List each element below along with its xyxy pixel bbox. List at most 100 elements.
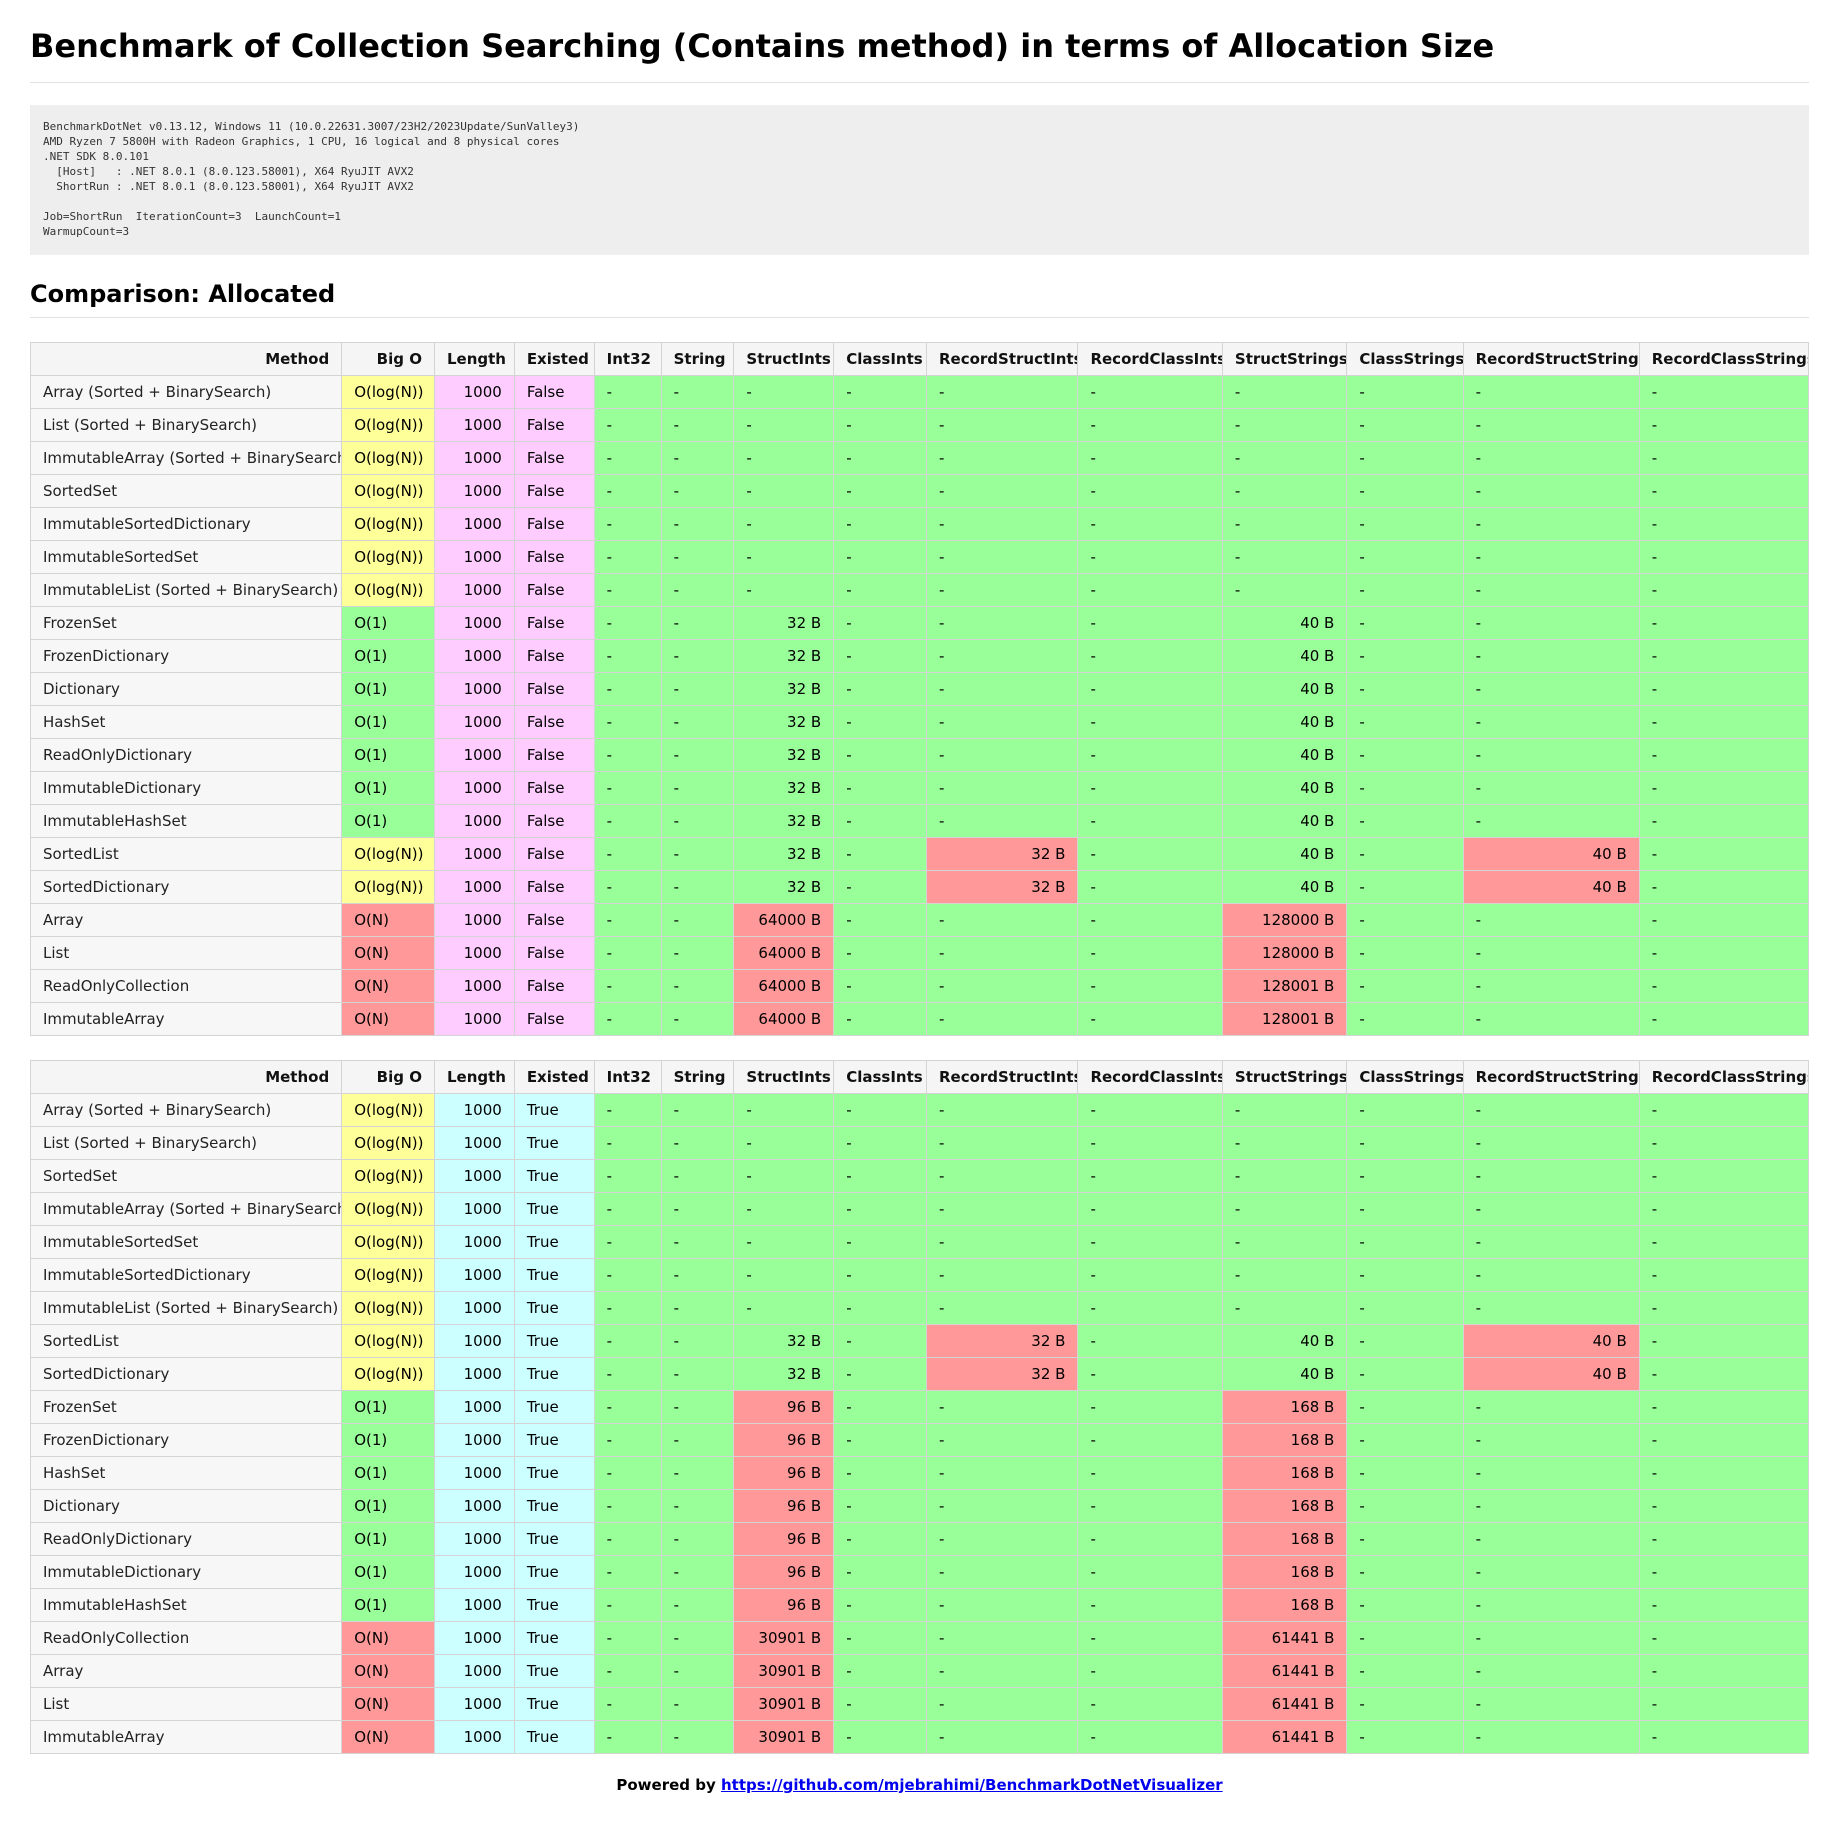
existed-cell: True	[513, 1522, 595, 1556]
table-row: ImmutableSortedSet O(log(N)) 1000 False - - - -…	[29, 540, 1810, 574]
value-cell-classints: -	[833, 639, 927, 673]
existed-cell: False	[513, 408, 595, 442]
value-cell-structstrings: 40 B	[1221, 672, 1348, 706]
value-cell-structstrings: 61441 B	[1221, 1621, 1348, 1655]
table-row: ImmutableDictionary O(1) 1000 True - -96 B---…	[29, 1555, 1810, 1589]
value-cell-recordstructstrings: -	[1462, 1291, 1640, 1325]
value-cell-recordstructints: -	[925, 804, 1079, 838]
value-cell-int32: -	[593, 1654, 662, 1688]
value-cell-recordclassstrings: -	[1638, 1192, 1810, 1226]
value-cell-int32: -	[593, 1423, 662, 1457]
method-cell: Array	[29, 903, 343, 937]
table-row: FrozenSet O(1) 1000 False - -32 B - - -40 B---	[29, 606, 1810, 640]
value-cell-classints: -	[833, 1192, 927, 1226]
method-cell: ImmutableArray	[29, 1720, 343, 1754]
table-row: FrozenDictionary O(1) 1000 False - -32 B - - -40…	[29, 639, 1810, 673]
value-cell-int32: -	[593, 1159, 662, 1193]
table-row: ReadOnlyCollection O(N) 1000 False - -64000 B…	[29, 969, 1810, 1003]
value-cell-structstrings: -	[1221, 441, 1348, 475]
value-cell-classstrings: -	[1346, 837, 1464, 871]
value-cell-recordclassints: -	[1077, 1588, 1223, 1622]
value-cell-classints: -	[833, 1522, 927, 1556]
value-cell-recordclassints: -	[1077, 606, 1223, 640]
value-cell-structints: -	[733, 1291, 835, 1325]
value-cell-structints: 32 B	[733, 738, 835, 772]
value-cell-classints: -	[833, 1654, 927, 1688]
length-cell: 1000	[433, 1002, 515, 1036]
value-cell-classints: -	[833, 837, 927, 871]
value-cell-recordstructstrings: -	[1462, 507, 1640, 541]
table-row: ImmutableArray (Sorted + BinarySearch) O(…	[29, 1192, 1810, 1226]
method-cell: List	[29, 936, 343, 970]
bigo-cell: O(N)	[341, 1002, 435, 1036]
existed-cell: False	[513, 507, 595, 541]
value-cell-recordstructstrings: -	[1462, 474, 1640, 508]
value-cell-string: -	[660, 441, 735, 475]
value-cell-classstrings: -	[1346, 1126, 1464, 1160]
value-cell-recordclassstrings: -	[1638, 903, 1810, 937]
value-cell-recordstructstrings: -	[1462, 1687, 1640, 1721]
bigo-cell: O(log(N))	[341, 1324, 435, 1358]
bigo-cell: O(log(N))	[341, 507, 435, 541]
value-cell-classstrings: -	[1346, 606, 1464, 640]
value-cell-recordstructints: -	[925, 1093, 1079, 1127]
value-cell-classints: -	[833, 1093, 927, 1127]
value-cell-int32: -	[593, 1002, 662, 1036]
existed-cell: False	[513, 936, 595, 970]
value-cell-recordstructints: -	[925, 1489, 1079, 1523]
value-cell-string: -	[660, 1258, 735, 1292]
method-cell: ImmutableArray (Sorted + BinarySearch)	[29, 441, 343, 475]
value-cell-recordstructstrings: -	[1462, 1489, 1640, 1523]
value-cell-string: -	[660, 639, 735, 673]
value-cell-structstrings: 168 B	[1221, 1456, 1348, 1490]
table-row: List O(N) 1000 True - -30901 B - - -61441 B---	[29, 1687, 1810, 1721]
column-header-length: Length	[433, 1060, 515, 1094]
footer-link[interactable]: https://github.com/mjebrahimi/BenchmarkD…	[720, 1776, 1223, 1794]
value-cell-recordstructstrings: -	[1462, 1002, 1640, 1036]
column-header-length: Length	[433, 342, 515, 376]
value-cell-recordstructints: -	[925, 903, 1079, 937]
value-cell-recordclassstrings: -	[1638, 1522, 1810, 1556]
length-cell: 1000	[433, 639, 515, 673]
value-cell-structstrings: 168 B	[1221, 1423, 1348, 1457]
value-cell-recordstructints: -	[925, 639, 1079, 673]
value-cell-string: -	[660, 1423, 735, 1457]
value-cell-recordstructstrings: -	[1462, 1225, 1640, 1259]
value-cell-int32: -	[593, 573, 662, 607]
value-cell-recordstructints: -	[925, 1522, 1079, 1556]
existed-cell: False	[513, 573, 595, 607]
value-cell-recordclassstrings: -	[1638, 375, 1810, 409]
existed-cell: False	[513, 672, 595, 706]
method-cell: ImmutableDictionary	[29, 1555, 343, 1589]
value-cell-structstrings: -	[1221, 408, 1348, 442]
value-cell-structstrings: 40 B	[1221, 837, 1348, 871]
existed-cell: True	[513, 1654, 595, 1688]
value-cell-classints: -	[833, 1291, 927, 1325]
method-cell: ImmutableSortedSet	[29, 1225, 343, 1259]
value-cell-int32: -	[593, 1093, 662, 1127]
value-cell-structstrings: 40 B	[1221, 771, 1348, 805]
benchmark-table-existed-true: Method Big O Length Existed Int32 String Struc…	[29, 1060, 1810, 1754]
value-cell-recordstructstrings: -	[1462, 1720, 1640, 1754]
value-cell-string: -	[660, 1192, 735, 1226]
value-cell-recordstructstrings: 40 B	[1462, 837, 1640, 871]
benchmark-table-existed-false: Method Big O Length Existed Int32 String Struc…	[29, 342, 1810, 1036]
value-cell-int32: -	[593, 1687, 662, 1721]
value-cell-structstrings: -	[1221, 1225, 1348, 1259]
existed-cell: True	[513, 1687, 595, 1721]
method-cell: HashSet	[29, 705, 343, 739]
value-cell-recordclassints: -	[1077, 1324, 1223, 1358]
value-cell-int32: -	[593, 1621, 662, 1655]
bigo-cell: O(1)	[341, 1489, 435, 1523]
value-cell-recordclassstrings: -	[1638, 1390, 1810, 1424]
value-cell-string: -	[660, 375, 735, 409]
column-header-classstrings: ClassStrings	[1346, 1060, 1464, 1094]
value-cell-classints: -	[833, 1423, 927, 1457]
value-cell-recordclassints: -	[1077, 1192, 1223, 1226]
value-cell-classstrings: -	[1346, 804, 1464, 838]
value-cell-recordclassstrings: -	[1638, 672, 1810, 706]
value-cell-string: -	[660, 573, 735, 607]
value-cell-recordclassints: -	[1077, 540, 1223, 574]
value-cell-classstrings: -	[1346, 474, 1464, 508]
value-cell-structints: 64000 B	[733, 903, 835, 937]
